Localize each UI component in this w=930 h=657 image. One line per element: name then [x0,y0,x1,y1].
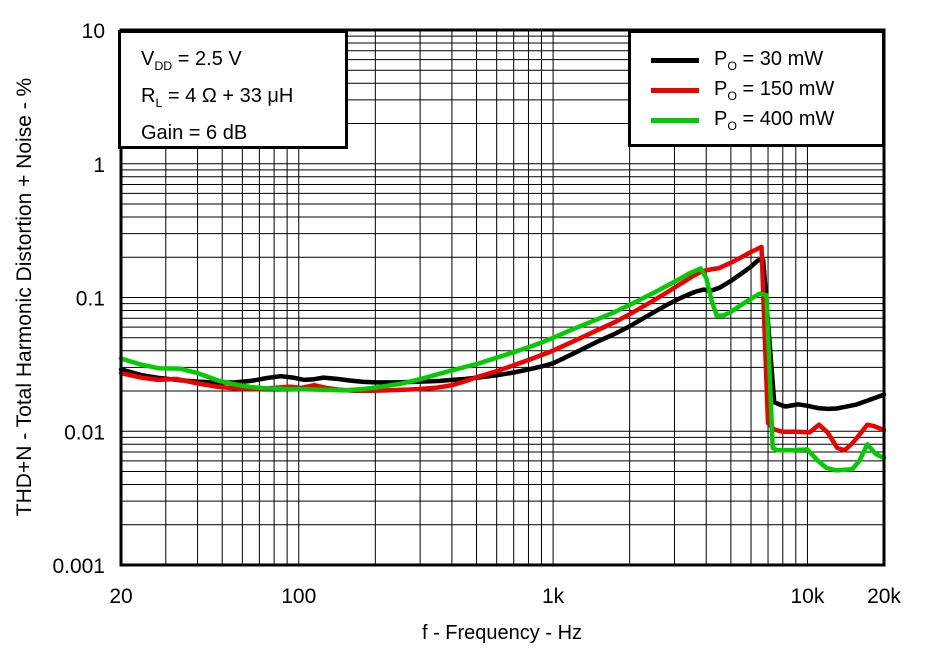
legend-swatch-green [651,117,699,123]
condition-line-vdd: VDD = 2.5 V [141,48,242,73]
x-axis-title: f - Frequency - Hz [421,622,583,644]
conditions-box: VDD = 2.5 V RL = 4 Ω + 33 μH Gain = 6 dB [118,30,348,149]
legend-label: PO = 150 mW [714,77,835,103]
x-tick-label: 1k [542,585,565,608]
legend-item-po-30mw: PO = 30 mW [651,45,882,75]
legend-item-po-150mw: PO = 150 mW [651,75,882,105]
legend-swatch-red [651,87,699,93]
legend-swatch-black [651,57,699,63]
plot-frame [119,28,886,567]
series-line-2 [118,266,887,473]
x-tick-label: 100 [281,585,316,608]
y-tick-label: 0.1 [76,288,105,311]
condition-line-rl: RL = 4 Ω + 33 μH [141,85,294,110]
legend: PO = 30 mW PO = 150 mW PO = 400 mW [628,30,885,147]
y-tick-label: 1 [93,154,105,177]
y-tick-label: 0.001 [52,555,105,578]
series-line-0 [118,257,887,412]
y-tick-label: 10 [82,20,105,43]
y-axis-title: THD+N - Total Harmonic Distortion + Nois… [13,77,36,517]
x-tick-label: 10k [791,585,825,608]
legend-label: PO = 400 mW [714,107,835,133]
x-tick-label: 20k [867,585,901,608]
y-tick-label: 0.01 [64,421,105,444]
legend-item-po-400mw: PO = 400 mW [651,105,882,135]
condition-line-gain: Gain = 6 dB [141,122,248,144]
x-tick-label: 20 [109,585,132,608]
legend-label: PO = 30 mW [714,47,824,73]
